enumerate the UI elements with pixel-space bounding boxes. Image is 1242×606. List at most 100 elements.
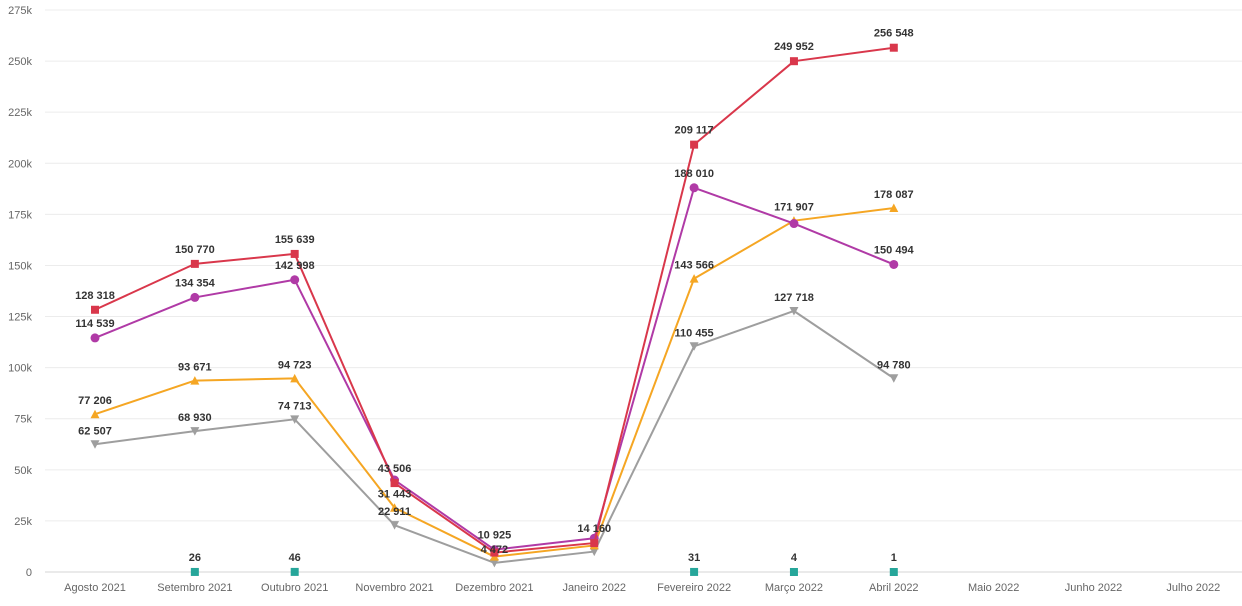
teal-series-data-label: 1	[891, 552, 897, 564]
orange-series-data-label: 77 206	[78, 395, 112, 407]
x-tick-label: Julho 2022	[1166, 582, 1220, 594]
gray-series-data-label: 110 455	[675, 327, 714, 339]
teal-series	[190, 567, 898, 576]
purple-series-point	[789, 219, 799, 229]
purple-series-data-label: 10 925	[478, 530, 512, 542]
purple-series-point	[90, 333, 100, 343]
gray-series-data-label: 74 713	[278, 400, 312, 412]
purple-series-line	[94, 186, 895, 551]
red-series-data-label: 14 160	[577, 523, 611, 535]
red-series-point	[490, 548, 499, 557]
x-tick-label: Outubro 2021	[261, 582, 328, 594]
gray-series-data-label: 22 911	[378, 506, 411, 518]
red-series-data-label: 155 639	[275, 234, 315, 246]
x-tick-label: Março 2022	[765, 582, 823, 594]
gray-series-data-label: 68 930	[178, 412, 212, 424]
red-series-point	[690, 140, 699, 149]
orange-series-data-label: 31 443	[378, 489, 412, 501]
red-series-point	[390, 479, 399, 488]
gray-series-point	[589, 547, 599, 557]
purple-series-point	[290, 275, 300, 285]
y-tick-label: 225k	[8, 107, 32, 119]
orange-series	[90, 203, 899, 561]
orange-series-point	[689, 274, 699, 283]
purple-series-data-label: 150 494	[874, 244, 915, 256]
red-series-data-label: 256 548	[874, 28, 914, 40]
teal-series-point	[190, 567, 199, 576]
gray-series-data-label: 62 507	[78, 425, 112, 437]
x-tick-label: Fevereiro 2022	[657, 582, 731, 594]
teal-series-point	[290, 567, 299, 576]
red-series-point	[290, 249, 299, 258]
y-tick-label: 200k	[8, 158, 32, 170]
y-tick-label: 25k	[14, 516, 32, 528]
purple-series-point	[889, 259, 899, 269]
purple-series-data-label: 142 998	[275, 260, 315, 272]
teal-series-point	[789, 567, 798, 576]
purple-series-point	[190, 292, 200, 302]
purple-series-point	[689, 183, 699, 193]
red-series-data-label: 128 318	[75, 290, 115, 302]
y-tick-label: 275k	[8, 5, 32, 17]
x-axis: Agosto 2021 Setembro 2021 Outubro 2021 Nove…	[64, 582, 1220, 594]
x-tick-label: Setembro 2021	[157, 582, 232, 594]
x-tick-label: Janeiro 2022	[562, 582, 626, 594]
gray-series-point	[889, 374, 899, 383]
red-series-point	[190, 259, 199, 268]
x-tick-label: Junho 2022	[1065, 582, 1123, 594]
gray-series-point	[789, 306, 799, 316]
orange-series-point	[90, 409, 100, 419]
red-series	[91, 43, 898, 557]
gray-series-point	[190, 427, 200, 436]
gray-series-point	[390, 521, 400, 530]
x-tick-label: Abril 2022	[869, 582, 919, 594]
gray-series-data-label: 127 718	[774, 292, 814, 304]
y-tick-label: 100k	[8, 363, 32, 375]
red-series-data-label: 209 117	[675, 125, 714, 137]
teal-series-point	[690, 567, 699, 576]
teal-series-data-label: 26	[189, 552, 201, 564]
orange-series-point	[390, 503, 400, 512]
orange-series-data-label: 94 723	[278, 359, 312, 371]
gray-series-point	[689, 342, 699, 351]
orange-series-point	[290, 373, 300, 383]
orange-series-data-label: 93 671	[178, 362, 212, 374]
x-tick-label: Dezembro 2021	[455, 582, 533, 594]
gray-series-point	[290, 415, 300, 424]
teal-series-data-label: 46	[289, 552, 301, 564]
orange-series-data-label: 178 087	[874, 189, 914, 201]
red-series-data-label: 150 770	[175, 244, 215, 256]
red-series-point	[91, 305, 99, 314]
orange-series-line	[94, 207, 894, 558]
x-tick-label: Maio 2022	[968, 582, 1019, 594]
y-tick-label: 125k	[8, 312, 32, 324]
teal-series-data-label: 4	[791, 552, 798, 564]
series-layer	[90, 43, 899, 576]
y-tick-label: 175k	[8, 209, 32, 221]
x-tick-label: Novembro 2021	[355, 582, 433, 594]
purple-series-data-label: 134 354	[175, 277, 216, 289]
purple-series-data-label: 114 539	[75, 318, 114, 330]
orange-series-point	[889, 203, 899, 213]
purple-series-data-label: 188 010	[674, 168, 714, 180]
gray-series-data-label: 4 472	[481, 544, 509, 556]
gray-series-point	[90, 440, 100, 449]
y-tick-label: 50k	[14, 465, 32, 477]
teal-series-point	[889, 567, 898, 576]
red-series-point	[590, 539, 599, 548]
gray-series-line	[94, 309, 895, 564]
red-series-data-label: 249 952	[774, 41, 814, 53]
y-tick-label: 0	[26, 567, 32, 579]
orange-series-point	[190, 376, 200, 385]
orange-series-data-label: 171 907	[774, 202, 814, 214]
red-series-point	[789, 57, 798, 66]
gray-series-point	[489, 558, 499, 568]
red-series-data-label: 43 506	[378, 463, 412, 475]
gray-series-data-label: 94 780	[877, 359, 911, 371]
orange-series-data-label: 143 566	[674, 260, 714, 272]
y-tick-label: 75k	[14, 414, 32, 426]
y-tick-label: 150k	[8, 260, 32, 272]
data-label-layer: 62 507 68 930 74 713 22 911 4 472 110 455 127 …	[75, 28, 914, 564]
y-axis: 0 25k 50k 75k 100k 125k 150k 175k 200k 225k 250k 27…	[8, 5, 32, 579]
